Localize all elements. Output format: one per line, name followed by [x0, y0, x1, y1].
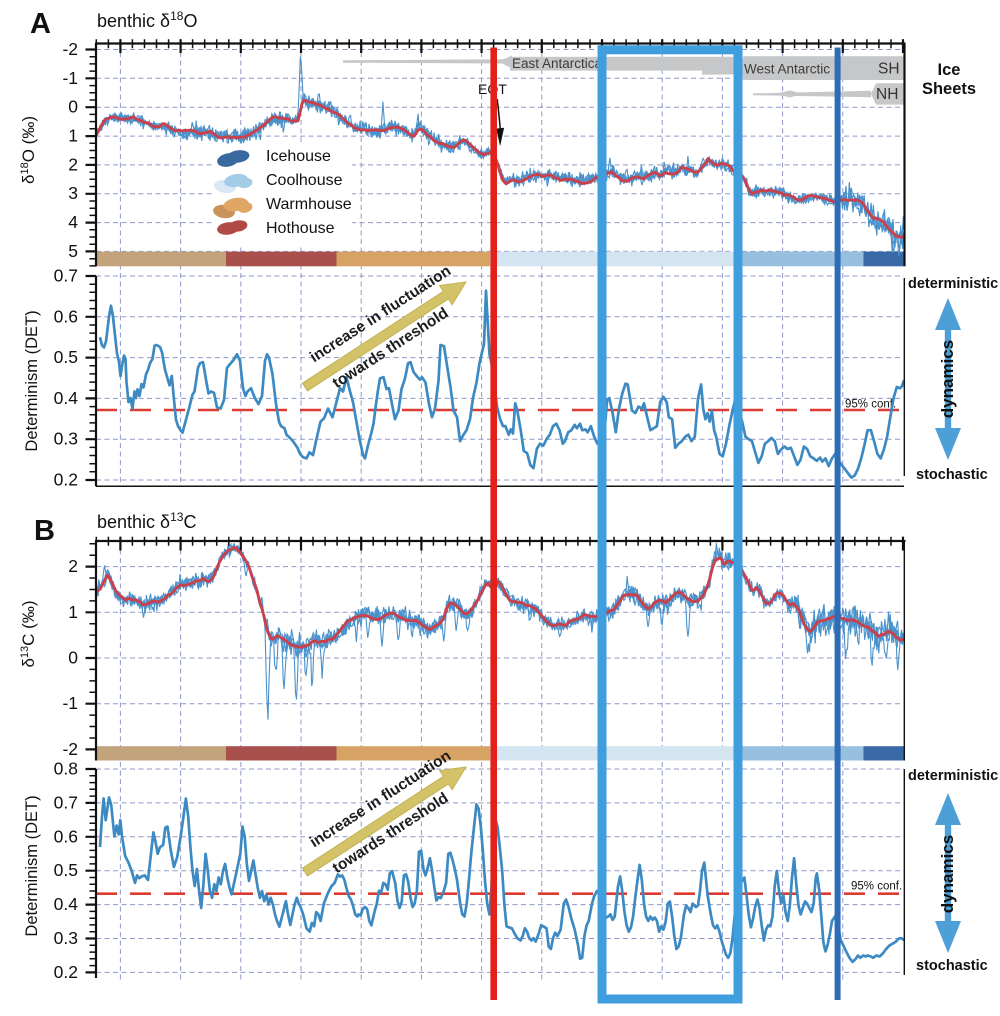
svg-text:stochastic: stochastic	[916, 467, 988, 483]
svg-text:stochastic: stochastic	[916, 958, 988, 974]
svg-text:2: 2	[68, 154, 78, 174]
svg-text:0.5: 0.5	[54, 347, 78, 367]
svg-text:2: 2	[68, 556, 78, 576]
svg-text:dynamics: dynamics	[938, 340, 957, 418]
svg-text:0.7: 0.7	[54, 792, 78, 812]
svg-text:3: 3	[68, 183, 78, 203]
svg-text:deterministic: deterministic	[908, 276, 998, 292]
svg-text:Ice: Ice	[938, 61, 961, 79]
svg-text:Warmhouse: Warmhouse	[266, 196, 352, 213]
svg-text:0.3: 0.3	[54, 429, 78, 449]
svg-text:0.7: 0.7	[54, 266, 78, 286]
svg-text:0.6: 0.6	[54, 826, 78, 846]
svg-text:Sheets: Sheets	[922, 80, 976, 98]
svg-text:5: 5	[68, 241, 78, 261]
svg-text:Hothouse: Hothouse	[266, 220, 335, 237]
svg-text:-2: -2	[62, 739, 78, 759]
svg-text:1: 1	[68, 126, 78, 146]
svg-text:East Antarctica: East Antarctica	[512, 56, 603, 71]
svg-text:0: 0	[68, 648, 78, 668]
svg-text:SH: SH	[878, 61, 900, 78]
svg-text:-1: -1	[62, 68, 78, 88]
svg-text:0.5: 0.5	[54, 860, 78, 880]
svg-text:deterministic: deterministic	[908, 768, 998, 784]
svg-text:0.2: 0.2	[54, 962, 78, 982]
svg-text:-2: -2	[62, 39, 78, 59]
svg-text:Determinism (DET): Determinism (DET)	[23, 795, 41, 936]
svg-text:0: 0	[68, 97, 78, 117]
svg-text:0.4: 0.4	[54, 388, 79, 408]
svg-text:1: 1	[68, 602, 78, 622]
svg-text:Icehouse: Icehouse	[266, 148, 331, 165]
svg-text:0.3: 0.3	[54, 928, 78, 948]
svg-text:95% conf.: 95% conf.	[851, 881, 902, 893]
svg-text:dynamics: dynamics	[938, 835, 957, 913]
svg-text:-1: -1	[62, 693, 78, 713]
svg-text:0.2: 0.2	[54, 470, 78, 490]
svg-text:Coolhouse: Coolhouse	[266, 172, 343, 189]
svg-text:NH: NH	[876, 86, 898, 103]
svg-text:0.8: 0.8	[54, 759, 78, 779]
svg-text:B: B	[34, 515, 55, 547]
svg-text:0.4: 0.4	[54, 894, 79, 914]
svg-text:95% conf.: 95% conf.	[845, 399, 896, 411]
svg-text:West Antarctic: West Antarctic	[744, 62, 830, 77]
svg-text:A: A	[30, 8, 51, 40]
svg-text:4: 4	[68, 212, 78, 232]
svg-text:Determinism (DET): Determinism (DET)	[23, 310, 41, 451]
svg-text:0.6: 0.6	[54, 306, 78, 326]
